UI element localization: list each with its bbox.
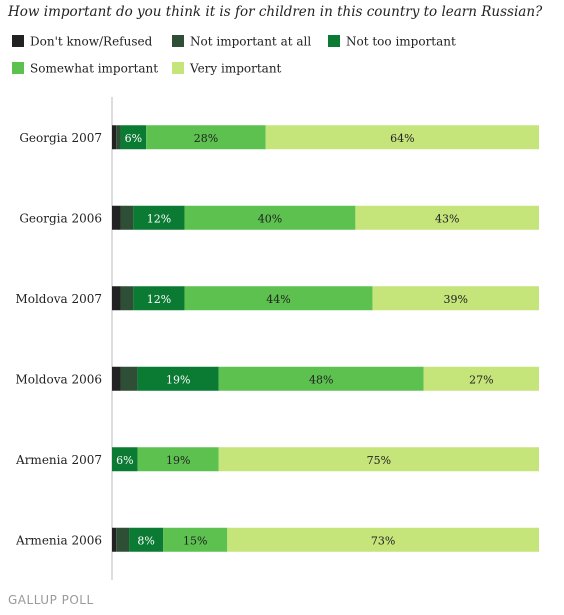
legend-swatch-not-too-important [328, 35, 340, 47]
bar-value-label: 27% [469, 373, 493, 386]
bar-value-label: 6% [125, 132, 142, 145]
bar-segment-somewhat-important [137, 447, 219, 472]
legend-swatch-somewhat-important [12, 62, 24, 74]
bar-segment-somewhat-important [146, 125, 266, 150]
bar-segment-somewhat-important [184, 286, 373, 311]
category-label-georgia-2007: Georgia 2007 [19, 131, 102, 145]
bar-segment-not-important-at-all [120, 366, 138, 391]
legend-swatch-very-important [172, 62, 184, 74]
bar-segment-very-important [218, 447, 539, 472]
legend-label-not-too-important: Not too important [346, 35, 456, 49]
bar-segment-not-too-important [120, 125, 147, 150]
chart-title: How important do you think it is for chi… [8, 4, 543, 20]
legend-swatch-don-t-know-refused [12, 35, 24, 47]
bar-segment-very-important [355, 205, 539, 230]
bar-value-label: 43% [435, 212, 459, 225]
bar-area: 6% 28% 64% 12% 40% 43% 12% 44% 39% 19% 48% 27% 6% 19%… [112, 125, 540, 552]
bar-value-label: 39% [444, 293, 468, 306]
bar-segment-don-t-know-refused [112, 286, 121, 311]
bar-segment-don-t-know-refused [112, 125, 117, 150]
bar-segment-somewhat-important [163, 527, 228, 552]
bar-value-label: 19% [166, 373, 190, 386]
legend-label-very-important: Very important [189, 62, 282, 76]
bar-value-label: 64% [390, 132, 414, 145]
bar-value-label: 8% [137, 534, 154, 547]
category-label-moldova-2006: Moldova 2006 [15, 372, 102, 386]
bar-value-label: 12% [147, 293, 171, 306]
category-labels: Georgia 2007 Georgia 2006 Moldova 2007 Mold… [15, 131, 102, 548]
bar-segment-don-t-know-refused [112, 205, 121, 230]
bar-value-label: 75% [367, 454, 391, 467]
bar-segment-very-important [372, 286, 539, 311]
bar-segment-not-too-important [137, 366, 219, 391]
bar-segment-not-important-at-all [116, 125, 121, 150]
legend: Don't know/Refused Not important at all No… [12, 35, 456, 76]
legend-label-don-t-know-refused: Don't know/Refused [30, 35, 153, 49]
gallup-poll-footer: GALLUP POLL [8, 593, 94, 607]
bar-segment-somewhat-important [218, 366, 424, 391]
bar-segment-not-too-important [129, 527, 164, 552]
category-label-armenia-2007: Armenia 2007 [15, 453, 102, 467]
bar-segment-very-important [265, 125, 539, 150]
bar-value-label: 48% [309, 373, 333, 386]
bar-value-label: 73% [371, 534, 395, 547]
bar-segment-not-important-at-all [120, 286, 134, 311]
bar-segment-not-too-important [133, 205, 185, 230]
legend-swatch-not-important-at-all [172, 35, 184, 47]
bar-segment-don-t-know-refused [112, 527, 117, 552]
category-label-armenia-2006: Armenia 2006 [15, 533, 102, 547]
legend-label-not-important-at-all: Not important at all [190, 35, 311, 49]
category-label-moldova-2007: Moldova 2007 [15, 292, 102, 306]
bar-segment-somewhat-important [184, 205, 356, 230]
bar-segment-very-important [423, 366, 539, 391]
bar-value-label: 19% [166, 454, 190, 467]
legend-label-somewhat-important: Somewhat important [30, 62, 158, 76]
bar-value-label: 44% [266, 293, 290, 306]
bar-value-label: 15% [183, 534, 207, 547]
category-label-georgia-2006: Georgia 2006 [19, 211, 102, 225]
bar-value-label: 40% [258, 212, 282, 225]
bar-value-label: 6% [116, 454, 133, 467]
bar-segment-don-t-know-refused [112, 366, 121, 391]
bar-value-label: 28% [194, 132, 218, 145]
bar-value-label: 12% [147, 212, 171, 225]
bar-segment-very-important [227, 527, 540, 552]
bar-segment-not-important-at-all [116, 527, 130, 552]
bar-segment-not-important-at-all [120, 205, 134, 230]
bar-segment-not-too-important [112, 447, 138, 472]
bar-segment-not-too-important [133, 286, 185, 311]
